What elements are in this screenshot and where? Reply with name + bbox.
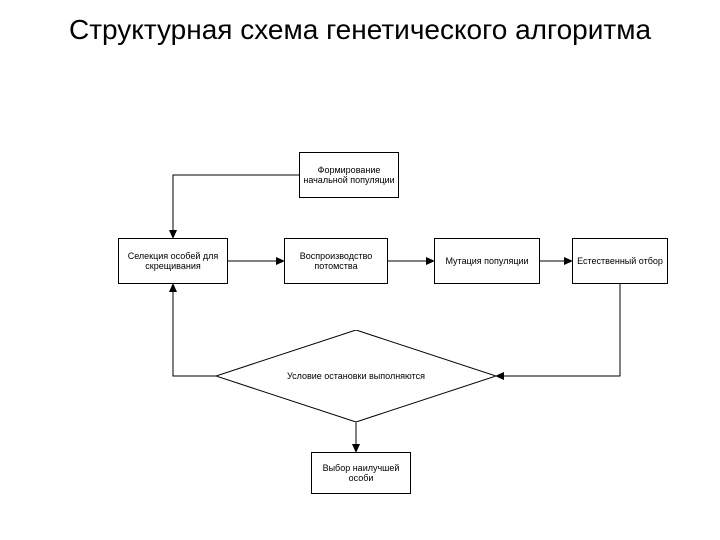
node-label: Воспроизводство потомства bbox=[287, 251, 385, 272]
edge bbox=[496, 284, 620, 376]
node-mutation: Мутация популяции bbox=[434, 238, 540, 284]
node-reproduction: Воспроизводство потомства bbox=[284, 238, 388, 284]
node-label: Условие остановки выполняются bbox=[216, 371, 496, 381]
node-label: Естественный отбор bbox=[577, 256, 663, 266]
edge bbox=[173, 175, 299, 238]
page-title: Структурная схема генетического алгоритм… bbox=[0, 14, 720, 46]
node-label: Селекция особей для скрещивания bbox=[121, 251, 225, 272]
edge bbox=[173, 284, 216, 376]
node-label: Формирование начальной популяции bbox=[302, 165, 396, 186]
node-initial-population: Формирование начальной популяции bbox=[299, 152, 399, 198]
node-best-individual: Выбор наилучшей особи bbox=[311, 452, 411, 494]
node-label: Мутация популяции bbox=[445, 256, 528, 266]
node-selection: Селекция особей для скрещивания bbox=[118, 238, 228, 284]
node-stop-condition: Условие остановки выполняются bbox=[216, 330, 496, 422]
node-label: Выбор наилучшей особи bbox=[314, 463, 408, 484]
node-natural-selection: Естественный отбор bbox=[572, 238, 668, 284]
